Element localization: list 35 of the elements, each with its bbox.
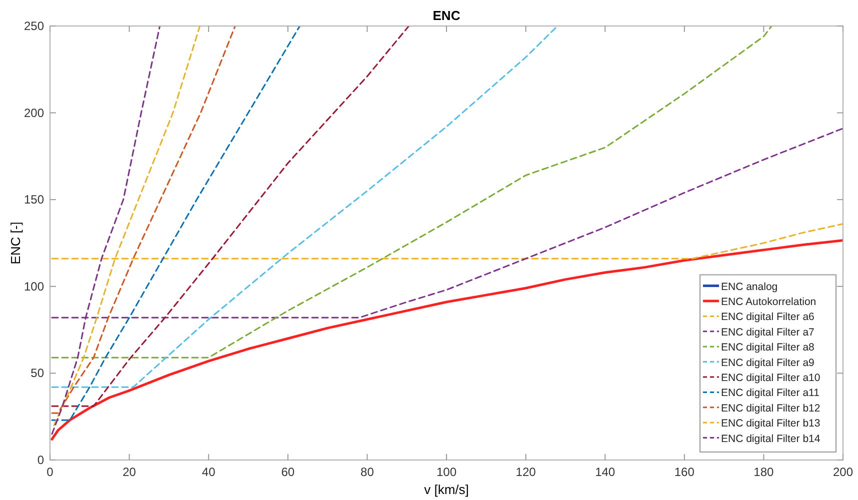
- x-tick-label: 160: [674, 465, 695, 479]
- legend-label: ENC digital Filter a9: [721, 356, 815, 369]
- legend-label: ENC digital Filter a10: [721, 372, 820, 384]
- x-tick-label: 0: [46, 465, 54, 479]
- x-tick-label: 200: [832, 465, 854, 479]
- line-series: [51, 26, 558, 388]
- x-tick-label: 60: [281, 465, 295, 479]
- legend-label: ENC digital Filter b14: [721, 432, 820, 445]
- line-series: [51, 26, 236, 414]
- x-tick-label: 40: [202, 465, 216, 479]
- x-tick-label: 80: [360, 465, 374, 479]
- legend-label: ENC digital Filter a11: [721, 387, 820, 400]
- x-axis-title: v [km/s]: [424, 482, 469, 497]
- legend-label: ENC digital Filter b12: [721, 402, 820, 414]
- x-tick-label: 100: [436, 465, 457, 479]
- legend-label: ENC digital Filter a6: [721, 311, 815, 324]
- x-tick-label: 120: [516, 465, 536, 479]
- legend-label: ENC Autokorrelation: [721, 296, 816, 308]
- y-tick-label: 150: [24, 192, 44, 207]
- y-tick-label: 200: [24, 106, 44, 120]
- y-tick-label: 250: [24, 19, 44, 33]
- y-axis-title: ENC [-]: [8, 222, 23, 264]
- line-series: [51, 26, 410, 407]
- line-series: [51, 26, 301, 421]
- x-tick-label: 180: [754, 465, 774, 479]
- y-tick-label: 50: [30, 366, 44, 380]
- legend-label: ENC digital Filter a7: [721, 326, 815, 338]
- legend-label: ENC digital Filter b13: [721, 418, 820, 430]
- chart-title: ENC: [432, 8, 461, 23]
- y-tick-label: 100: [24, 279, 44, 294]
- x-tick-label: 20: [122, 465, 136, 479]
- legend-label: ENC analog: [721, 280, 778, 293]
- legend-label: ENC digital Filter a8: [721, 342, 815, 354]
- x-tick-label: 140: [595, 465, 616, 479]
- y-tick-label: 0: [37, 453, 44, 467]
